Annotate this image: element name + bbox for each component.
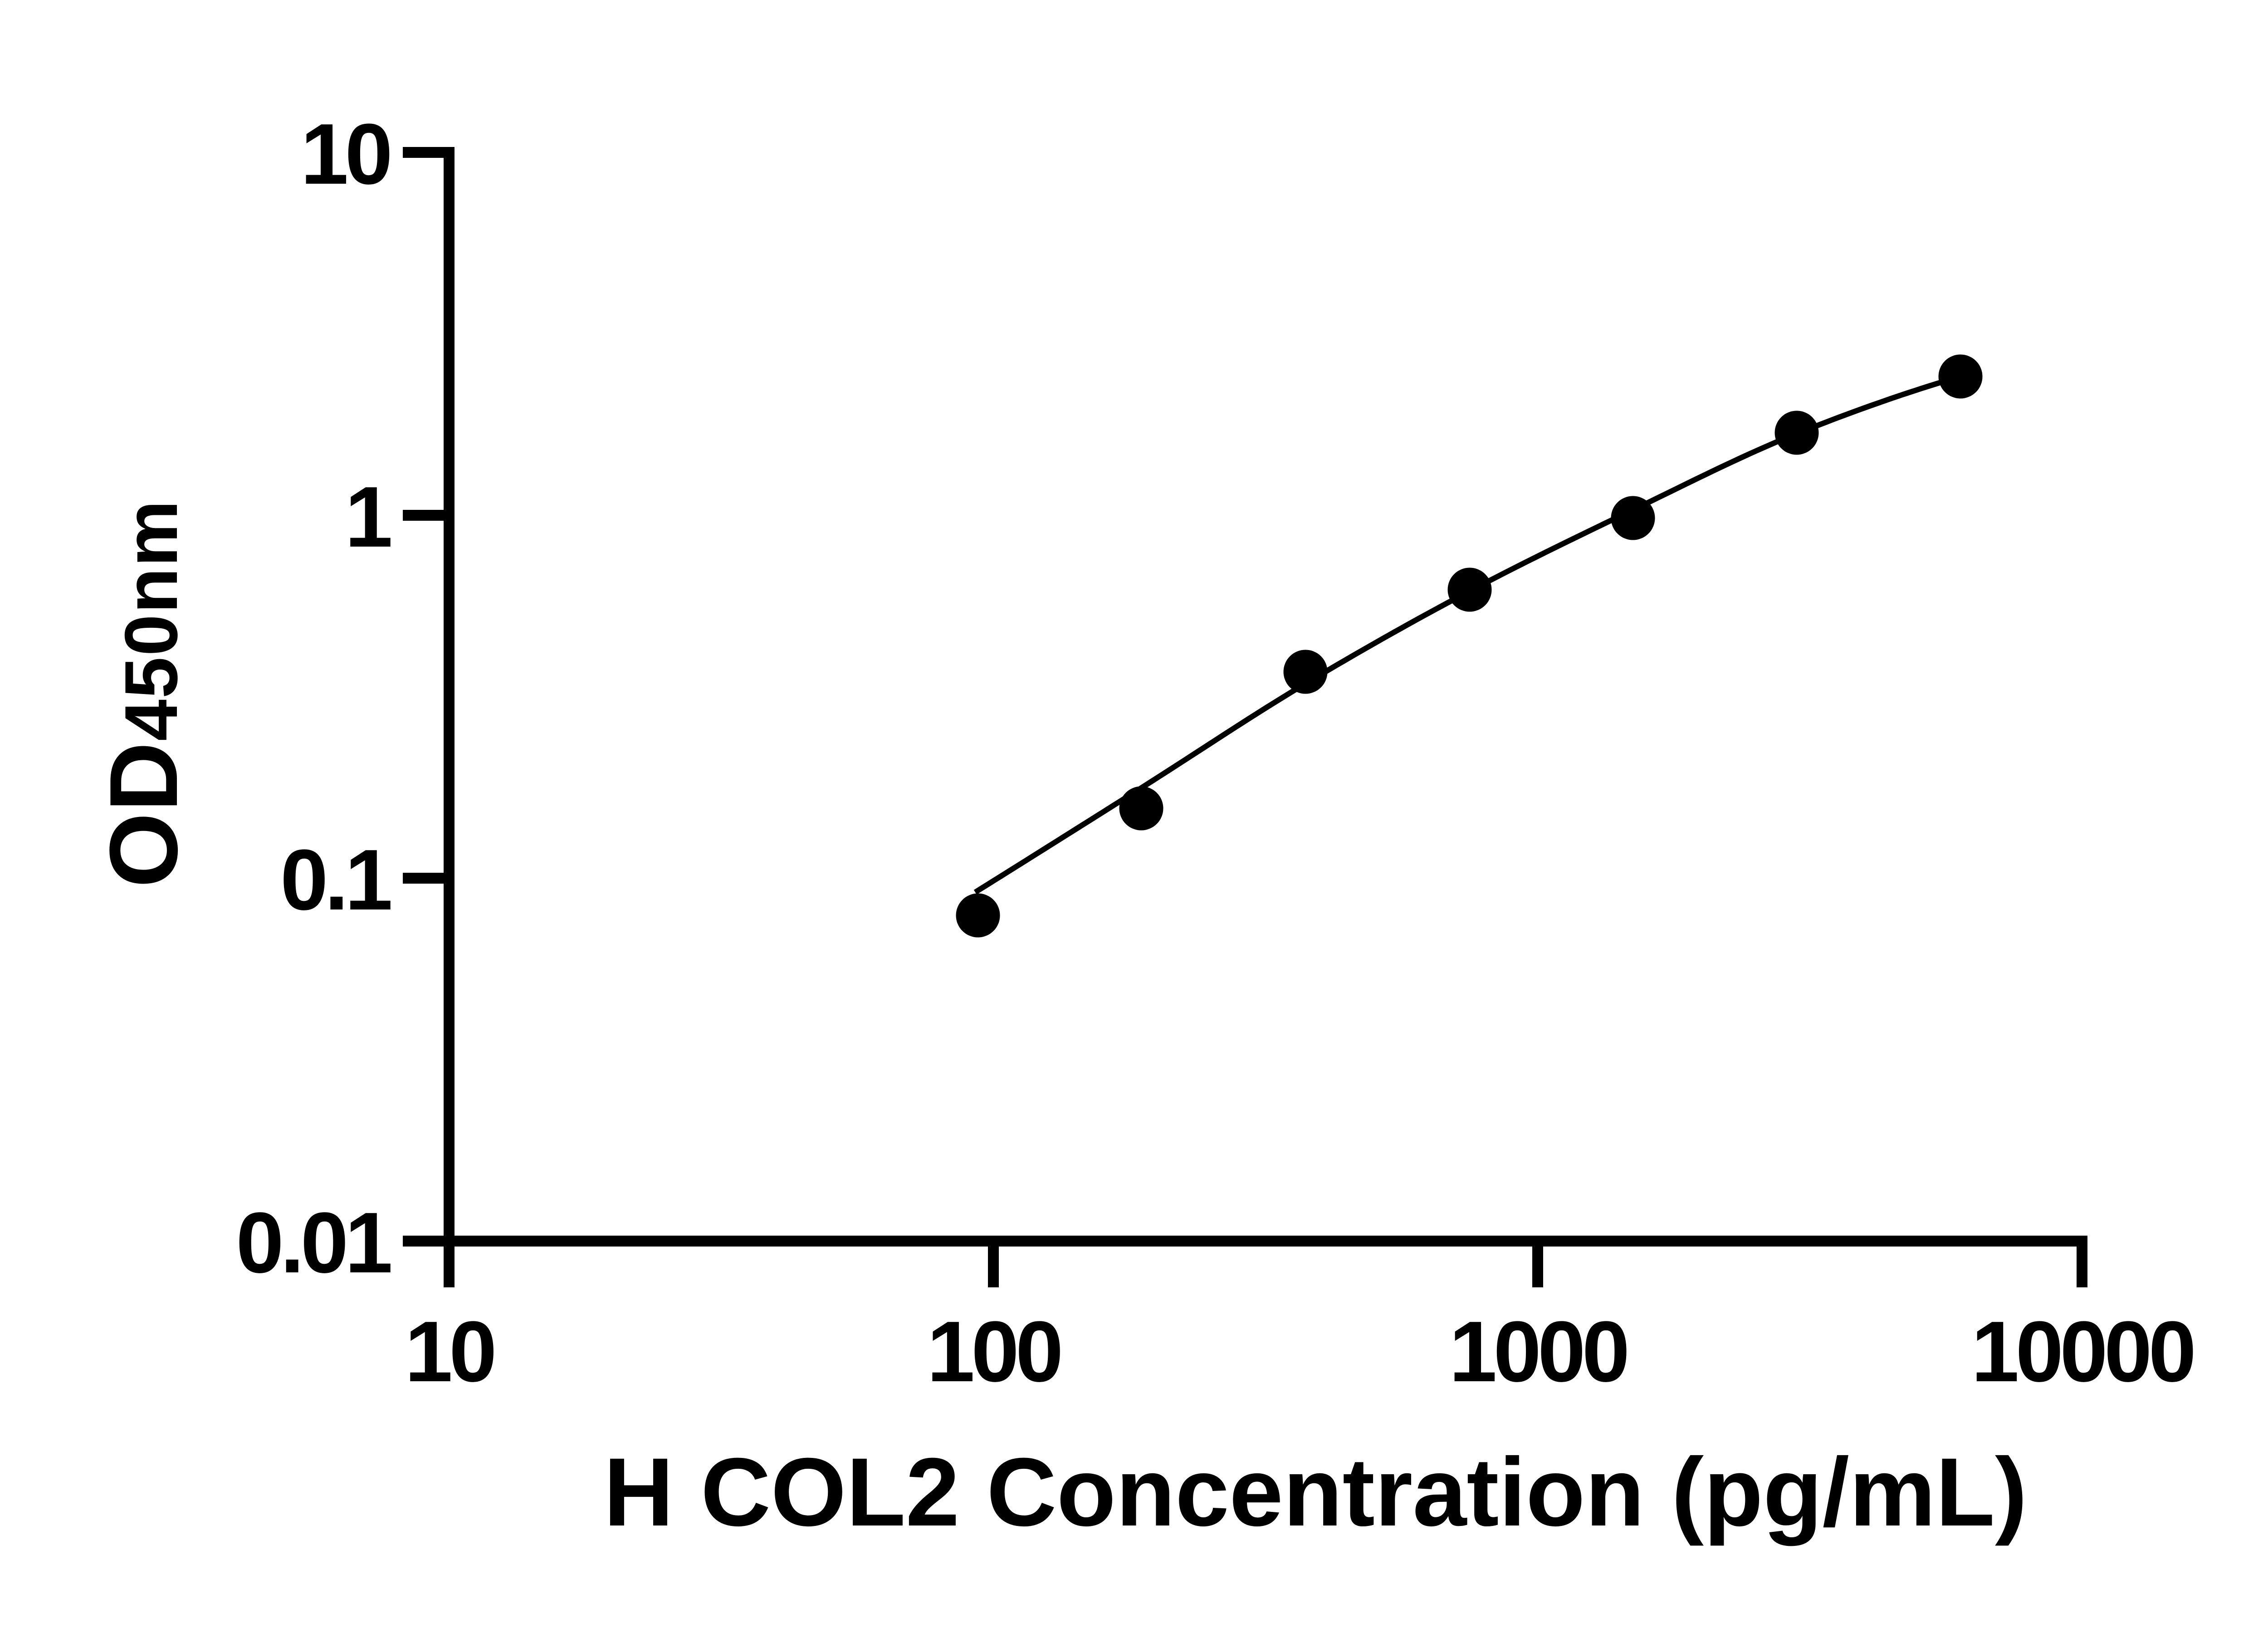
svg-text:1000: 1000 bbox=[1449, 1304, 1627, 1400]
svg-text:0.01: 0.01 bbox=[236, 1195, 391, 1291]
svg-text:10000: 10000 bbox=[1971, 1304, 2193, 1400]
svg-text:100: 100 bbox=[927, 1304, 1060, 1400]
svg-text:OD450nm: OD450nm bbox=[90, 499, 198, 888]
svg-text:0.1: 0.1 bbox=[280, 832, 391, 928]
svg-text:10: 10 bbox=[301, 106, 390, 202]
svg-text:H COL2 Concentration (pg/mL): H COL2 Concentration (pg/mL) bbox=[604, 1438, 2028, 1546]
svg-text:10: 10 bbox=[405, 1304, 494, 1400]
svg-text:1: 1 bbox=[345, 469, 391, 565]
